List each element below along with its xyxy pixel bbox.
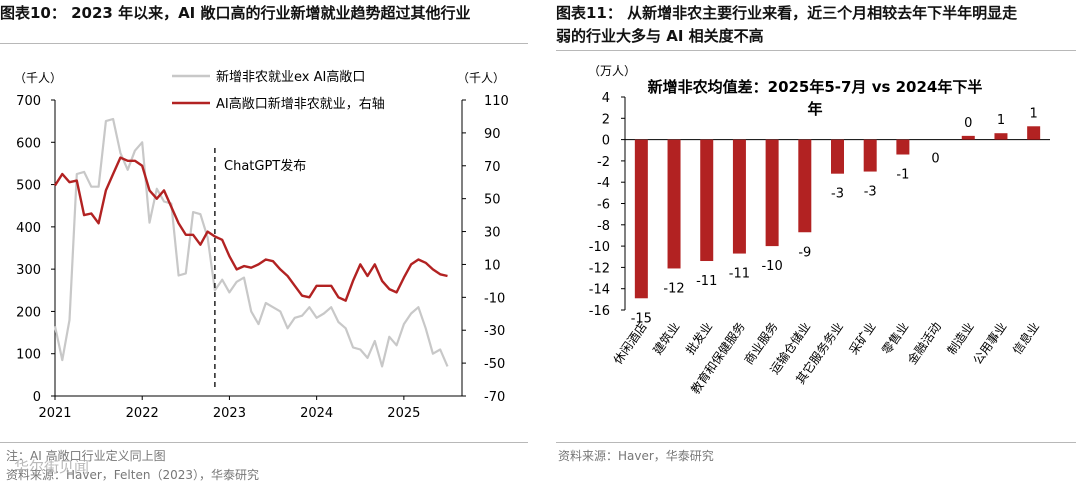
right-y-tick-label: 70: [484, 160, 501, 175]
bar-y-tick-label: -8: [597, 219, 610, 234]
left-footer-rule: [0, 442, 528, 443]
bar: [863, 139, 877, 172]
bar-category-label: 信息业: [1009, 319, 1042, 357]
bar-category-label: 批发业: [682, 319, 715, 357]
right-y-tick-label: -70: [484, 390, 505, 405]
bar-value-label: -11: [696, 274, 717, 289]
watermark: 华尔街见闻: [14, 458, 90, 476]
bar-category-label: 金融活动: [904, 319, 944, 367]
bar-y-tick-label: -16: [589, 304, 610, 319]
legend-label-ai: AI高敞口新增非农就业，右轴: [216, 96, 385, 112]
bar-y-tick-label: -4: [597, 176, 610, 191]
legend-label-ex-ai: 新增非农就业ex AI高敞口: [216, 69, 365, 85]
bar-value-label: -12: [663, 281, 684, 296]
bar-y-tick-label: 0: [602, 134, 610, 149]
left-figure-title: 图表10： 2023 年以来，AI 敞口高的行业新增就业趋势超过其他行业: [0, 4, 471, 22]
bar: [831, 139, 844, 174]
bar-chart-title-line2: 年: [807, 100, 822, 118]
left-footnote: 注：AI 高敞口行业定义同上图: [6, 449, 166, 463]
bar-category-label: 建筑业: [650, 319, 683, 357]
right-y-tick-label: -30: [484, 324, 505, 339]
right-y-tick-label: 30: [484, 226, 501, 241]
bar-value-label: 1: [1030, 106, 1038, 121]
right-figure-title-line1: 图表11： 从新增非农主要行业来看，近三个月相较去年下半年明显走: [556, 4, 1018, 22]
bar: [667, 139, 681, 269]
right-y-tick-label: 90: [484, 127, 501, 142]
bar: [798, 139, 812, 233]
bar-y-tick-label: -2: [597, 155, 610, 170]
x-tick-label: 2025: [387, 406, 420, 421]
bar-value-label: 1: [997, 113, 1005, 128]
right-source: 资料来源：Haver，华泰研究: [558, 449, 714, 463]
left-axis-unit: （千人）: [14, 71, 62, 85]
right-y-tick-label: 50: [484, 193, 501, 208]
bar-value-label: -15: [631, 311, 652, 326]
bar-value-label: -3: [864, 185, 877, 200]
x-tick-label: 2023: [213, 406, 246, 421]
bar-value-label: -10: [761, 259, 782, 274]
right-footer-rule: [556, 442, 1076, 443]
x-tick-label: 2021: [38, 406, 71, 421]
left-y-tick-label: 500: [16, 179, 41, 194]
left-y-tick-label: 100: [16, 348, 41, 363]
right-y-tick-label: 10: [484, 258, 501, 273]
bar: [700, 139, 714, 262]
bar-y-tick-label: -6: [597, 198, 610, 213]
right-y-tick-label: -10: [484, 291, 505, 306]
left-y-tick-label: 600: [16, 136, 41, 151]
bar-category-label: 零售业: [878, 319, 911, 357]
bar-category-label: 制造业: [945, 320, 977, 358]
bar-value-label: -3: [831, 187, 844, 202]
bar-value-label: 0: [964, 116, 972, 131]
bar-y-tick-label: 2: [602, 112, 610, 127]
left-y-tick-label: 200: [16, 305, 41, 320]
bar-value-label: -11: [729, 267, 750, 282]
left-line-chart: 0 100 200 300 400 500 600 700 -70 -50 -30 -10 10 30 50…: [14, 69, 509, 421]
bar-category-label: 采矿业: [847, 320, 879, 358]
chatgpt-annotation: ChatGPT发布: [224, 158, 306, 174]
left-title-rule: [0, 43, 528, 44]
bar: [634, 139, 648, 299]
bar-value-label: 0: [931, 152, 939, 167]
right-y-tick-label: 110: [484, 94, 509, 109]
x-tick-label: 2024: [300, 406, 333, 421]
bar-y-tick-label: -10: [589, 240, 610, 255]
bar: [1027, 126, 1041, 140]
right-axis-unit: （千人）: [457, 71, 505, 85]
bar: [732, 139, 746, 254]
left-y-tick-label: 400: [16, 221, 41, 236]
bar: [896, 139, 910, 155]
right-title-rule: [556, 50, 1076, 51]
bar: [961, 135, 975, 140]
series-line-ex-ai: [53, 117, 449, 368]
bar-y-tick-label: -14: [589, 283, 610, 298]
bar: [994, 133, 1008, 140]
right-figure-title-line2: 弱的行业大多与 AI 相关度不高: [556, 27, 764, 45]
left-y-tick-label: 0: [33, 390, 41, 405]
bar-unit: （万人）: [588, 64, 636, 78]
bar-category-label: 公用事业: [970, 320, 1009, 367]
left-y-tick-label: 700: [16, 94, 41, 109]
bar-value-label: -1: [896, 168, 909, 183]
left-y-tick-label: 300: [16, 263, 41, 278]
bar-y-tick-label: -12: [589, 261, 610, 276]
right-y-tick-label: -50: [484, 357, 505, 372]
bar-value-label: -9: [798, 245, 811, 260]
bar-y-tick-label: 4: [602, 91, 610, 106]
bar: [765, 139, 779, 247]
bar-chart-title-line1: 新增非农均值差：2025年5-7月 vs 2024年下半: [648, 78, 983, 96]
x-tick-label: 2022: [126, 406, 159, 421]
bar-category-label: 休闲酒店: [611, 320, 650, 367]
series-line-ai-exposed: [53, 156, 448, 302]
left-source: 资料来源：Haver，Felten（2023），华泰研究: [6, 468, 259, 482]
